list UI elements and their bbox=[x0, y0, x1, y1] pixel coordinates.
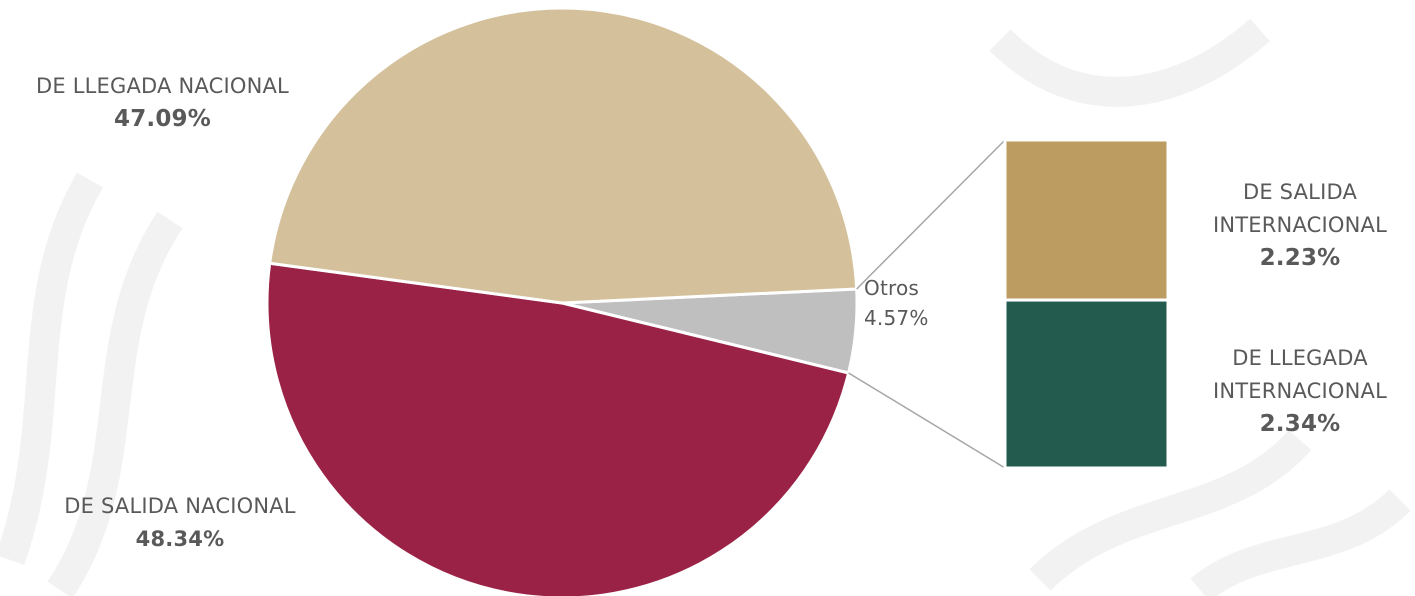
connector-lines bbox=[848, 139, 1006, 469]
slice-de-llegada-nacional bbox=[268, 6, 859, 305]
label-de-salida-internacional-value: 2.23% bbox=[1259, 245, 1341, 271]
label-de-salida-internacional-line1: DE SALIDA bbox=[1242, 180, 1358, 204]
background-swirl-0 bbox=[0, 172, 103, 566]
background-watermark-pattern bbox=[0, 18, 1411, 596]
label-de-salida-nacional-name: DE SALIDA NACIONAL bbox=[64, 494, 296, 518]
label-de-salida-internacional-line2: INTERNACIONAL bbox=[1212, 213, 1388, 237]
label-de-llegada-internacional-value: 2.34% bbox=[1259, 411, 1341, 437]
background-swirl-2 bbox=[989, 18, 1270, 107]
bar-segment-de-llegada-internacional bbox=[1003, 298, 1170, 470]
pie bbox=[265, 6, 859, 596]
background-swirl-4 bbox=[1190, 489, 1411, 596]
label-de-llegada-internacional: DE LLEGADA INTERNACIONAL 2.34% bbox=[1185, 342, 1415, 441]
label-de-llegada-internacional-line1: DE LLEGADA bbox=[1232, 346, 1368, 370]
label-otros: Otros 4.57% bbox=[864, 273, 954, 333]
background-swirl-1 bbox=[47, 211, 183, 596]
slice-de-salida-nacional bbox=[265, 261, 851, 596]
background-swirl-3 bbox=[1029, 429, 1312, 591]
label-de-llegada-internacional-line2: INTERNACIONAL bbox=[1212, 379, 1388, 403]
connector-line-bottom bbox=[848, 372, 1006, 469]
label-otros-name: Otros bbox=[864, 276, 920, 300]
label-de-salida-nacional-value: 48.34% bbox=[135, 527, 225, 551]
label-de-salida-nacional: DE SALIDA NACIONAL 48.34% bbox=[20, 490, 340, 556]
label-de-llegada-nacional: DE LLEGADA NACIONAL 47.09% bbox=[0, 70, 325, 136]
label-otros-value: 4.57% bbox=[864, 306, 929, 330]
bar-segment-de-salida-internacional bbox=[1003, 138, 1170, 302]
label-de-salida-internacional: DE SALIDA INTERNACIONAL 2.23% bbox=[1185, 176, 1415, 275]
connector-line-top bbox=[856, 139, 1006, 290]
label-de-llegada-nacional-value: 47.09% bbox=[114, 106, 211, 132]
breakdown-bar bbox=[1003, 138, 1170, 470]
label-de-llegada-nacional-name: DE LLEGADA NACIONAL bbox=[36, 74, 289, 98]
